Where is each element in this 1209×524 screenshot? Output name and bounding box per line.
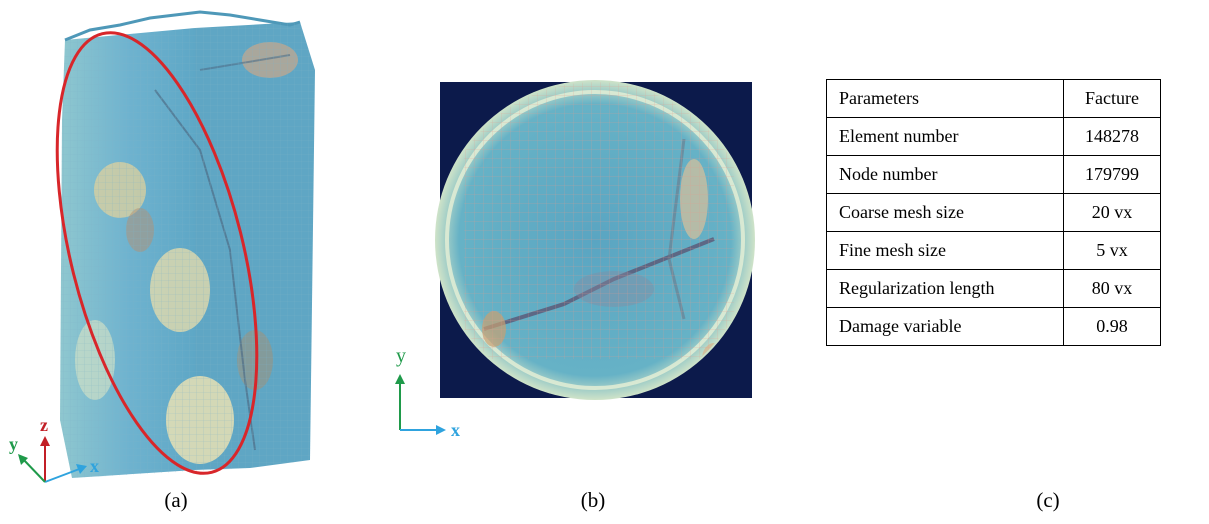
row-value: 179799 <box>1063 155 1161 194</box>
table-row: Node number 179799 <box>826 155 1161 194</box>
row-label: Node number <box>826 155 1064 194</box>
row-label: Fine mesh size <box>826 231 1064 270</box>
fracture-highlight-ellipse <box>55 31 259 475</box>
table-row: Coarse mesh size 20 vx <box>826 193 1161 232</box>
row-label: Coarse mesh size <box>826 193 1064 232</box>
parameters-table: Parameters Facture Element number 148278… <box>826 79 1161 346</box>
table-header-row: Parameters Facture <box>826 79 1161 118</box>
coordinate-axes-2d <box>395 374 446 435</box>
table-row: Fine mesh size 5 vx <box>826 231 1161 270</box>
axis-label-z: z <box>40 415 48 435</box>
row-label: Regularization length <box>826 269 1064 308</box>
row-value: 20 vx <box>1063 193 1161 232</box>
caption-a: (a) <box>164 488 188 512</box>
row-value: 148278 <box>1063 117 1161 156</box>
row-label: Element number <box>826 117 1064 156</box>
row-value: 0.98 <box>1063 307 1161 346</box>
header-parameters: Parameters <box>826 79 1064 118</box>
header-facture: Facture <box>1063 79 1161 118</box>
axis-label-x: x <box>90 456 99 476</box>
caption-c: (c) <box>1036 488 1060 512</box>
axis-label-y: y <box>9 434 18 454</box>
coordinate-axes-3d <box>18 436 87 483</box>
row-label: Damage variable <box>826 307 1064 346</box>
specimen-slice-view <box>395 80 755 435</box>
table-row: Damage variable 0.98 <box>826 307 1161 346</box>
row-value: 80 vx <box>1063 269 1161 308</box>
table-row: Element number 148278 <box>826 117 1161 156</box>
specimen-3d-view <box>18 10 315 483</box>
slice-axis-label-x: x <box>451 420 460 440</box>
table-row: Regularization length 80 vx <box>826 269 1161 308</box>
slice-axis-label-y: y <box>396 345 406 367</box>
row-value: 5 vx <box>1063 231 1161 270</box>
caption-b: (b) <box>580 488 606 512</box>
